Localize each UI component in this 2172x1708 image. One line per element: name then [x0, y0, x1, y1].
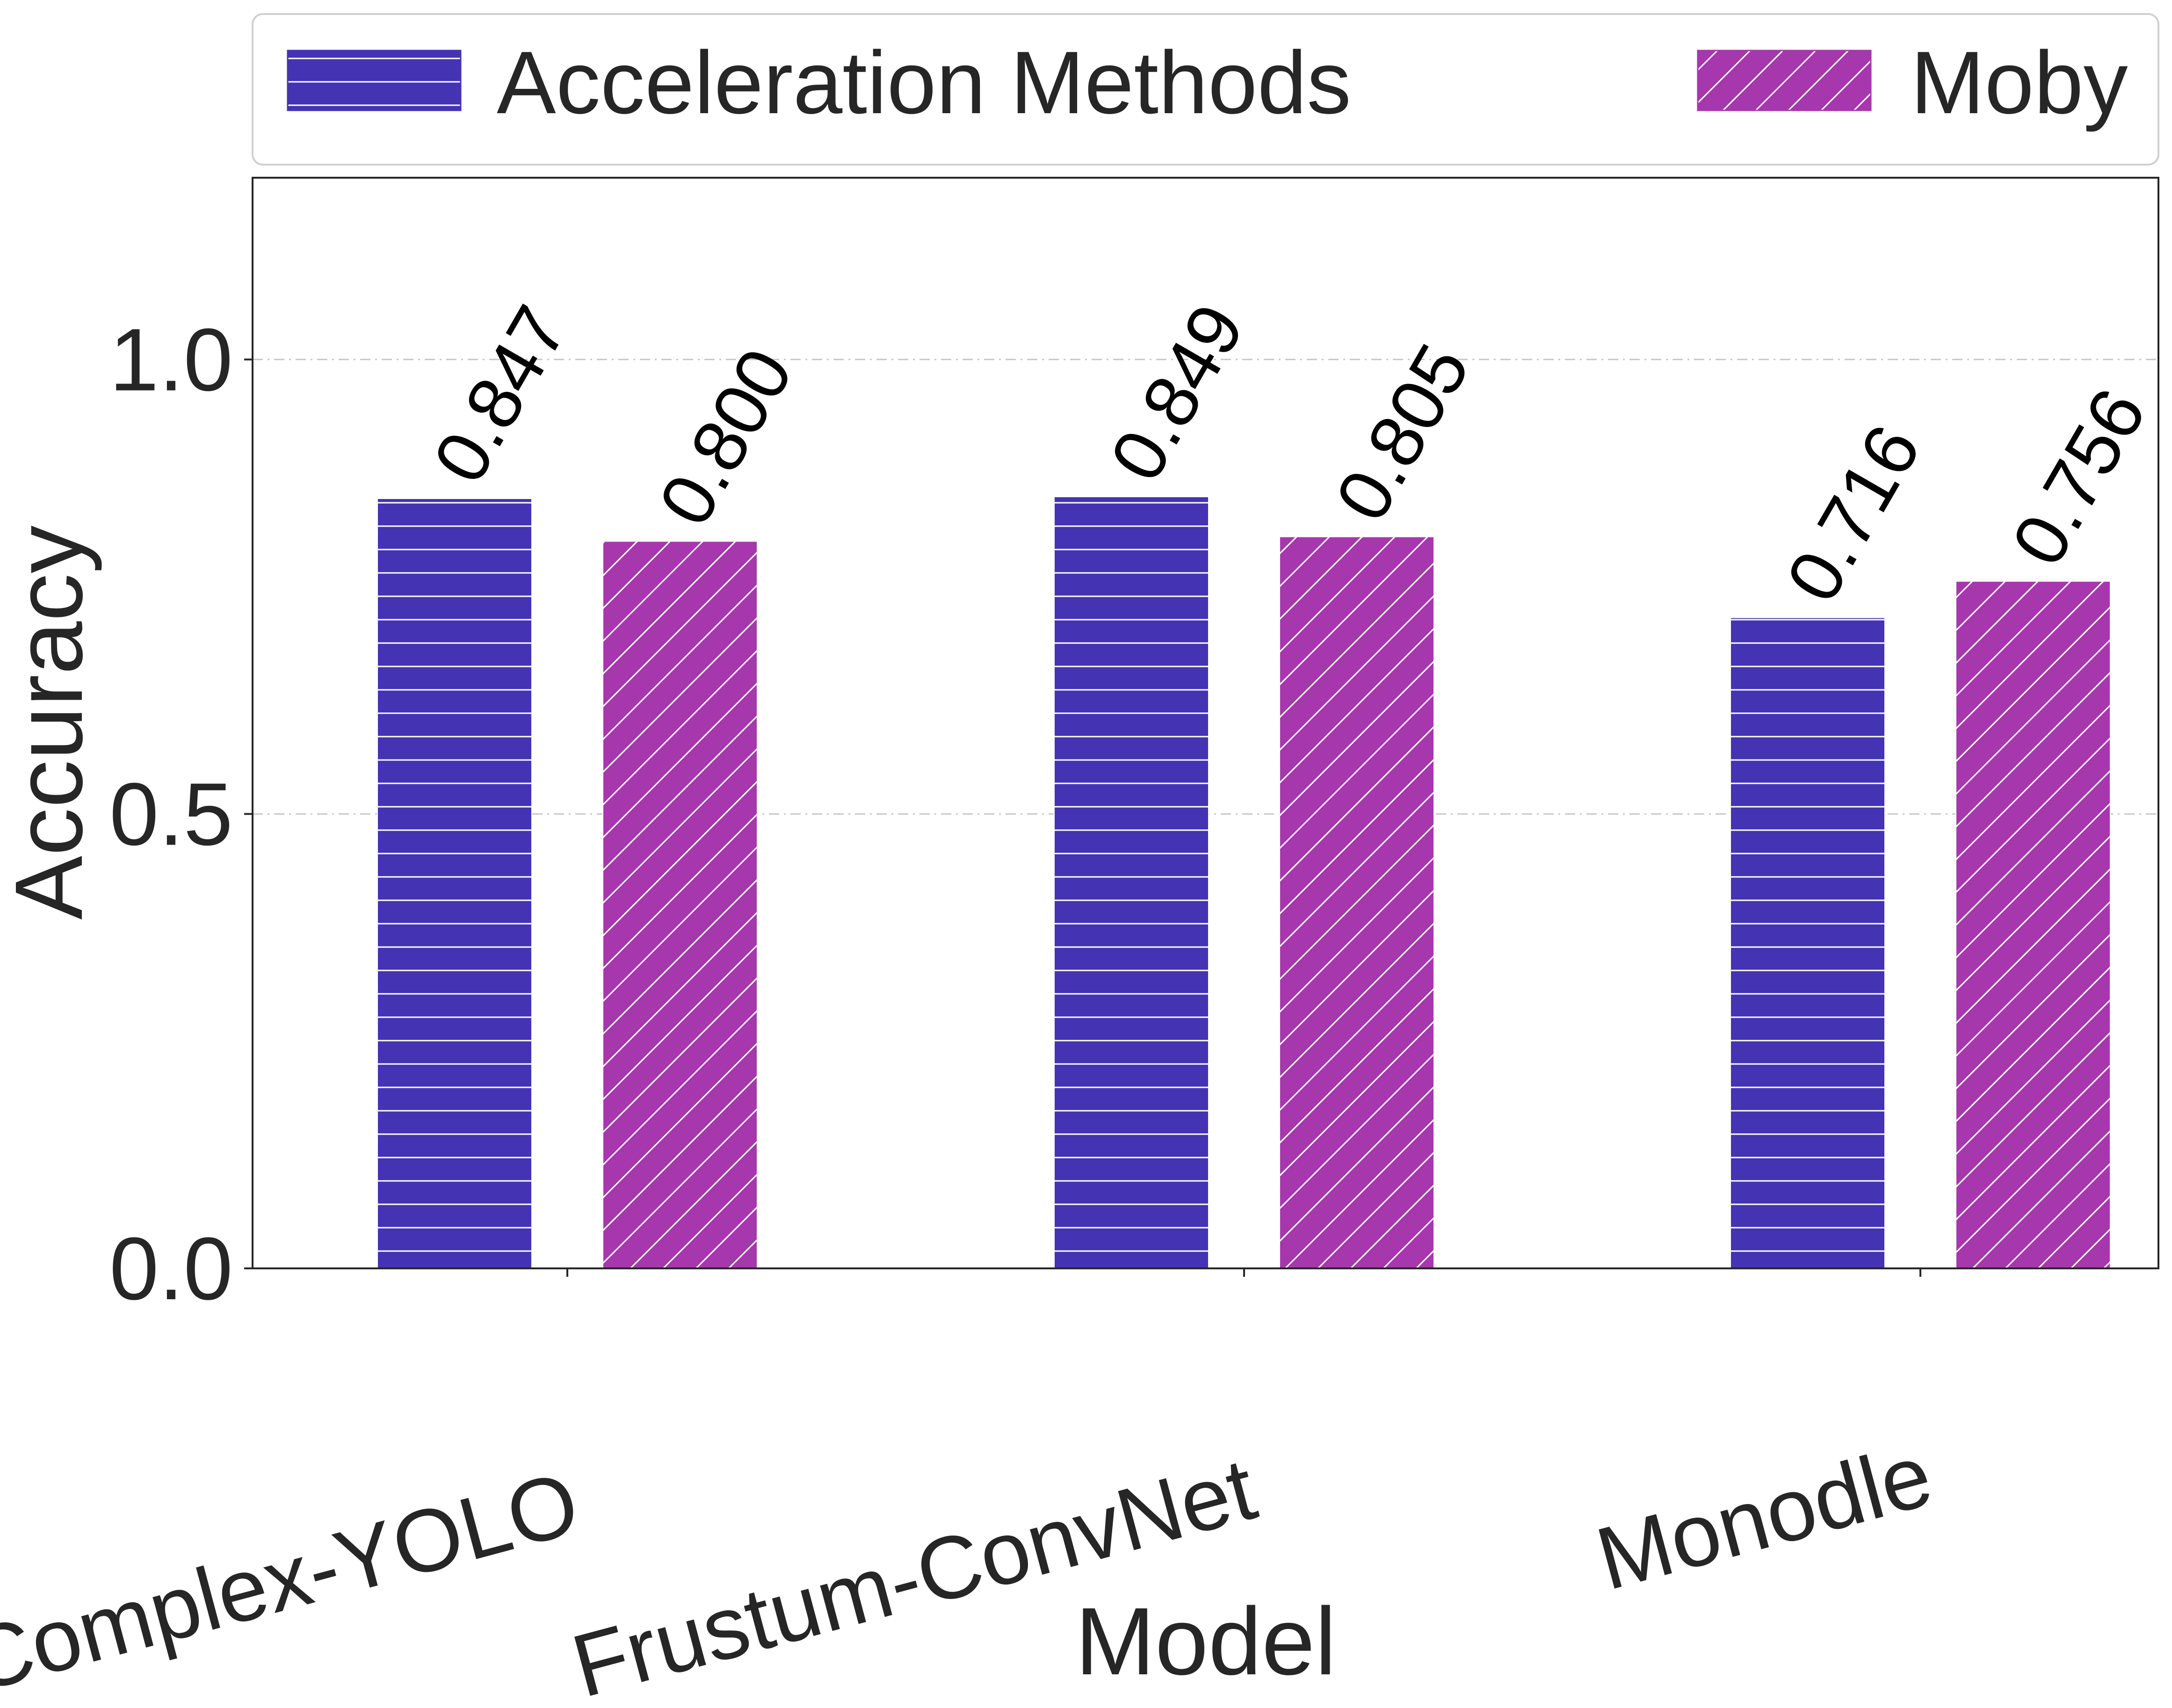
- legend: Acceleration Methods Moby: [252, 13, 2159, 166]
- data-label-moby-monodle: 0.756: [1995, 375, 2161, 579]
- bar-moby-monodle: [1955, 580, 2111, 1269]
- legend-label-moby: Moby: [1911, 33, 2128, 132]
- legend-swatch-moby: [1697, 50, 1872, 111]
- bars: [377, 496, 2111, 1269]
- data-label-acceleration-methods-complex-yolo: 0.847: [417, 292, 583, 496]
- bar-acceleration-methods-complex-yolo: [377, 498, 532, 1269]
- data-label-acceleration-methods-monodle: 0.716: [1770, 411, 1936, 615]
- x-axis-title: Model: [1075, 1588, 1336, 1695]
- x-tick-label-complex-yolo: Complex-YOLO: [0, 1453, 589, 1708]
- x-tick-label-monodle: Monodle: [1587, 1425, 1942, 1609]
- bar-moby-complex-yolo: [602, 541, 758, 1269]
- data-label-moby-frustum-convnet: 0.805: [1319, 330, 1485, 534]
- data-label-moby-complex-yolo: 0.800: [642, 335, 808, 539]
- legend-label-acceleration-methods: Acceleration Methods: [497, 33, 1351, 132]
- bar-acceleration-methods-monodle: [1730, 617, 1885, 1269]
- data-label-acceleration-methods-frustum-convnet: 0.849: [1093, 290, 1260, 494]
- legend-swatch-acceleration-methods: [287, 50, 462, 111]
- y-axis-title: Accuracy: [0, 525, 102, 920]
- plot-frame: [252, 177, 2159, 1269]
- bar-moby-frustum-convnet: [1279, 536, 1434, 1269]
- legend-frame: [252, 13, 2159, 166]
- y-tick-label: 0.0: [109, 1219, 233, 1318]
- bar-acceleration-methods-frustum-convnet: [1054, 496, 1209, 1269]
- y-tick-label: 1.0: [109, 311, 233, 410]
- y-tick-label: 0.5: [109, 765, 233, 864]
- y-axis-ticks: 0.0 0.5 1.0: [109, 311, 253, 1318]
